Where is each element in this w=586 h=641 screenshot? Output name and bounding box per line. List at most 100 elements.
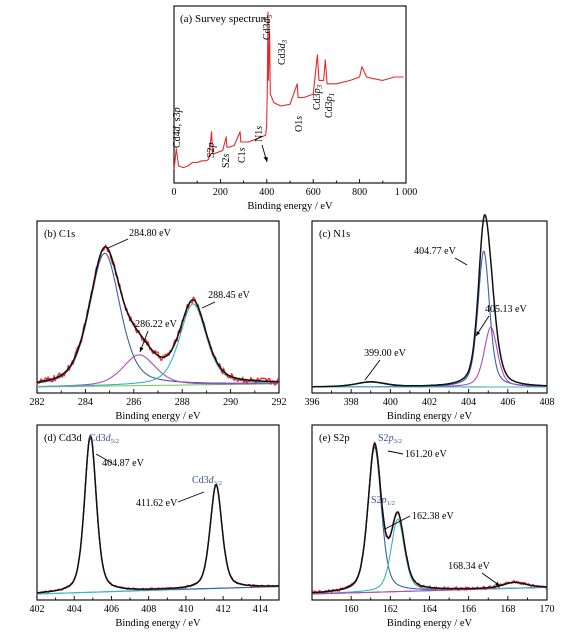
- x-axis-label-b: Binding energy / eV: [115, 411, 201, 422]
- x-tick-label-a-5: 1 000: [395, 187, 418, 198]
- peak-label-7: O1s: [294, 116, 305, 132]
- peak-label-main-7: O1: [294, 120, 305, 132]
- peak-label-italic-3: s: [237, 147, 248, 151]
- peak-label-italic-6: d: [277, 42, 288, 48]
- panel-d-frame: [36, 424, 280, 601]
- annotation-b-1: 286.22 eV: [135, 319, 177, 330]
- annotation-line-e-1: [384, 515, 411, 530]
- chart-title-d: (d) Cd3d: [44, 433, 82, 444]
- x-axis-label-d: Binding energy / eV: [115, 618, 201, 629]
- peak-label-main: S2: [371, 495, 382, 506]
- peak-label-d-1: Cd3d3/2: [192, 475, 222, 487]
- peak-label-sub: 5/2: [111, 438, 119, 445]
- series-survey-line: [173, 11, 404, 170]
- n1s-arrowhead: [263, 157, 268, 162]
- peak-label-3: C1s: [237, 147, 248, 163]
- peak-label-sub-5: 5: [266, 14, 274, 18]
- envelope-d: [37, 434, 279, 594]
- peak-label-main: Cd3: [89, 433, 106, 444]
- peak-label-main-3: C1: [237, 151, 248, 163]
- x-tick-label-a-3: 600: [306, 187, 321, 198]
- peak-label-main-0: Cd4: [172, 131, 183, 148]
- annotation-line-c-0: [454, 257, 468, 266]
- annotation-line-b-2: [201, 301, 216, 309]
- peak-label-italic-4: s: [254, 126, 265, 130]
- annotation-b-0: 284.80 eV: [129, 228, 171, 239]
- x-tick-label-e-5: 170: [540, 604, 555, 615]
- annotation-e-2: 168.34 eV: [448, 561, 490, 572]
- annotation-c-0: 404.77 eV: [414, 246, 456, 257]
- x-tick-label-c-0: 396: [305, 397, 320, 408]
- measured-b: [36, 244, 280, 386]
- annotation-line-b-0: [107, 238, 129, 249]
- peak-label-main-2: S2: [221, 157, 232, 168]
- peak-label-italic-5: d: [262, 17, 273, 23]
- peak-label-main: Cd3: [192, 475, 209, 486]
- peak-label-italic: p: [381, 495, 387, 506]
- annotation-arrowhead-c-1: [476, 331, 481, 336]
- annotation-line-d-0: [95, 453, 113, 464]
- x-tick-label-b-1: 284: [78, 397, 93, 408]
- x-tick-label-c-3: 402: [422, 397, 437, 408]
- peak-label-main-8: Cd3: [312, 93, 323, 110]
- peak-label-suffix-0: , s3: [172, 112, 183, 126]
- peak-label-e-0: S2p3/2: [378, 433, 402, 445]
- x-tick-label-e-0: 160: [344, 604, 359, 615]
- annotation-arrowhead-b-1: [139, 347, 144, 352]
- component-c-0: [312, 250, 547, 388]
- peak-label-0: Cd4d, s3p: [172, 107, 183, 148]
- annotation-line-d-1: [177, 491, 205, 503]
- peak-label-main-6: Cd3: [277, 48, 288, 65]
- panel-e-axes: 160 162 164 166 168 170 Binding energy / eV: [311, 424, 555, 629]
- x-tick-label-a-0: 0: [172, 187, 177, 198]
- x-tick-label-d-0: 402: [30, 604, 45, 615]
- x-tick-label-e-2: 164: [422, 604, 437, 615]
- annotation-e-1: 162.38 eV: [412, 511, 454, 522]
- chart-title-a: (a) Survey spectrum: [180, 13, 270, 25]
- x-tick-label-b-4: 290: [223, 397, 238, 408]
- peak-label-8: Cd3p3: [312, 84, 324, 110]
- x-tick-label-e-3: 166: [461, 604, 476, 615]
- measured-d: [36, 434, 280, 595]
- x-tick-label-a-1: 200: [213, 187, 228, 198]
- x-tick-label-a-4: 800: [352, 187, 367, 198]
- panel-d-axes: 402 404 406 408 410 412 414 Binding energy / eV: [30, 424, 280, 629]
- annotation-e-0: 161.20 eV: [405, 449, 447, 460]
- peak-label-italic-1: p: [206, 142, 217, 148]
- annotation-line-e-0: [387, 450, 404, 455]
- peak-label-italic: p: [388, 433, 394, 444]
- peak-label-sub: 1/2: [387, 500, 395, 507]
- component-e-1: [312, 518, 547, 595]
- x-axis-label-e: Binding energy / eV: [387, 618, 473, 629]
- panel-b-frame: [36, 220, 280, 394]
- x-tick-label-c-6: 408: [540, 397, 555, 408]
- peak-label-sub-9: 1: [328, 93, 336, 97]
- peak-label-italic-8: p: [312, 88, 323, 94]
- component-c-1: [312, 326, 547, 388]
- chart-title-c: (c) N1s: [319, 229, 350, 240]
- peak-label-sub: 3/2: [214, 480, 222, 487]
- peak-label-main-1: S2: [206, 147, 217, 158]
- x-tick-label-c-2: 400: [383, 397, 398, 408]
- x-tick-label-a-2: 400: [259, 187, 274, 198]
- x-tick-label-d-5: 412: [216, 604, 231, 615]
- chart-title-b: (b) C1s: [44, 229, 75, 240]
- panel-c-axes: 396 398 400 402 404 406 408 Binding energy / eV: [305, 220, 555, 422]
- envelope-b: [36, 246, 279, 383]
- peak-label-italic-7: s: [294, 116, 305, 120]
- x-tick-label-b-5: 292: [272, 397, 287, 408]
- x-tick-label-c-1: 398: [344, 397, 359, 408]
- peak-label-main-4: N1: [254, 130, 265, 142]
- annotation-line-c-2: [364, 359, 381, 381]
- x-tick-label-d-6: 414: [253, 604, 268, 615]
- annotation-d-1: 411.62 eV: [136, 498, 178, 509]
- peak-label-italic: d: [209, 475, 215, 486]
- peak-label-2: S2s: [221, 153, 232, 168]
- x-axis-label-c: Binding energy / eV: [387, 411, 473, 422]
- peak-label-5: Cd3d5: [262, 14, 274, 40]
- annotation-arrowhead-e-2: [495, 581, 500, 586]
- panel-b-axes: 282 284 286 288 290 292 Binding energy / eV: [30, 220, 287, 422]
- envelope-e: [311, 442, 547, 594]
- x-tick-label-c-4: 404: [461, 397, 476, 408]
